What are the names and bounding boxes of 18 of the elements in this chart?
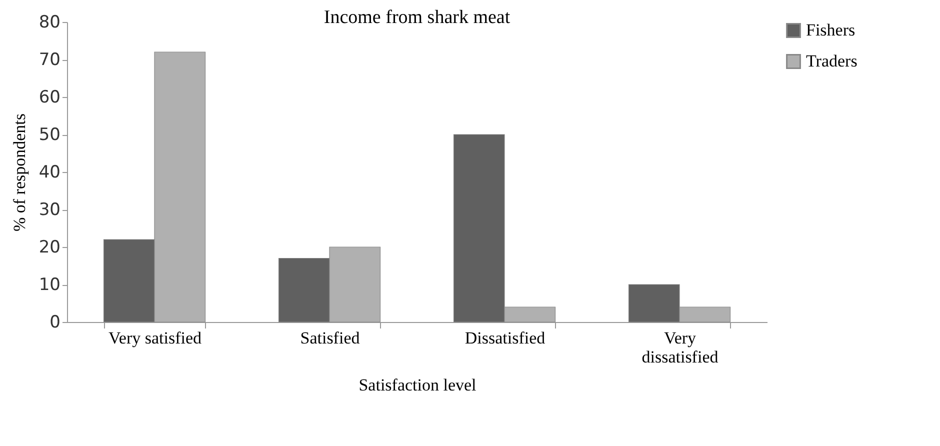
legend-label: Traders <box>806 52 858 70</box>
x-tick-label: Dissatisfied <box>464 328 546 348</box>
y-tick-label: 70 <box>38 50 60 70</box>
y-tick-label: 80 <box>38 12 60 32</box>
y-tick-label: 30 <box>38 200 60 220</box>
x-axis-title: Satisfaction level <box>358 376 477 394</box>
y-tick-label: 10 <box>38 275 60 295</box>
y-axis-title: % of respondents <box>10 113 29 232</box>
y-tick-label: 40 <box>38 162 60 182</box>
y-tick-label: 0 <box>50 312 60 332</box>
x-tick-label: Very dissatisfied <box>642 328 719 366</box>
y-tick-label: 50 <box>38 125 60 145</box>
x-tick-label: Very satisfied <box>108 328 202 348</box>
y-tick-label: 20 <box>38 238 60 258</box>
legend-label: Fishers <box>806 20 856 40</box>
x-tick-label: Satisfied <box>300 328 360 348</box>
y-tick-label: 60 <box>38 88 60 108</box>
chart-title: Income from shark meat <box>324 7 511 28</box>
